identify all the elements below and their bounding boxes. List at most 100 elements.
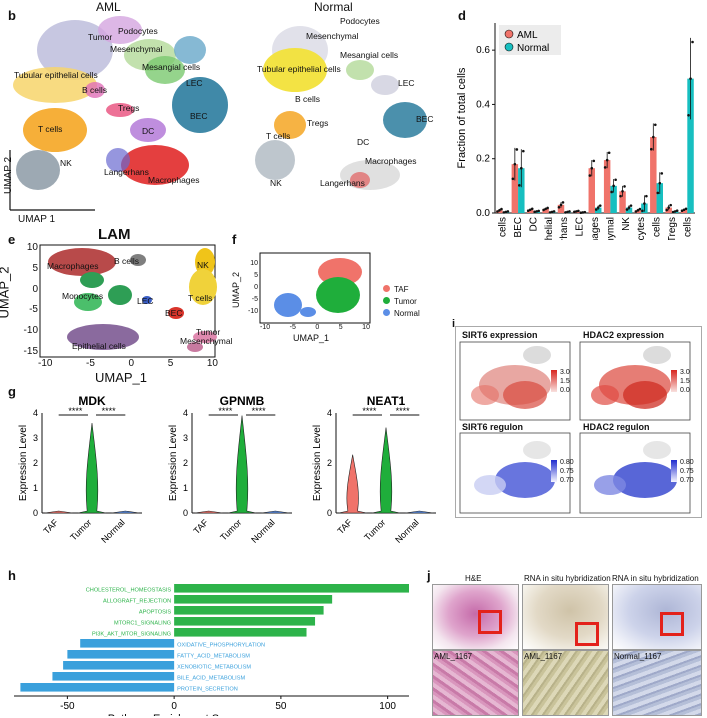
data-point (533, 210, 536, 214)
pathway-label: CHOLESTEROL_HOMEOSTASIS (86, 588, 172, 594)
data-point (544, 207, 547, 211)
aml-label-podocytes: Podocytes (118, 26, 158, 36)
data-point (575, 210, 578, 213)
tick: 0 (128, 358, 135, 369)
violin-y-tick: 0 (183, 508, 188, 518)
legend-tumor: Tumor (383, 296, 420, 308)
data-point (498, 208, 501, 212)
lam-xticks: -10 -5 0 5 10 (38, 358, 218, 369)
panel-b-label: b (8, 8, 16, 23)
data-point (502, 211, 506, 214)
umap1-label: UMAP 1 (18, 214, 56, 225)
bar-aml (680, 209, 688, 213)
tick: 5 (167, 358, 174, 369)
data-point (654, 123, 657, 127)
data-point (568, 210, 571, 213)
x-tick-label: Tregs (667, 217, 678, 240)
hdac2-expr-scale: 3.0 1.5 0.0 (680, 368, 690, 395)
bar-normal (595, 207, 602, 213)
aml-label-tcells: T cells (38, 124, 63, 134)
bar-normal (656, 183, 663, 213)
scale-tick: 0.70 (560, 477, 574, 484)
pathway-label: ALLOGRAFT_REJECTION (103, 599, 171, 605)
scale-tick: 0.70 (680, 477, 694, 484)
tick: 10 (362, 324, 370, 331)
data-point (667, 206, 670, 209)
data-point (684, 207, 688, 211)
tick: 10 (26, 242, 38, 253)
hdac2-reg-scale: 0.80 0.75 0.70 (680, 458, 694, 485)
pathway-bar-chart: -50 0 50 100 Pathway Enrichment Score CHOLEST… (14, 584, 409, 716)
data-point (566, 210, 569, 214)
violin-tumor (227, 415, 257, 514)
tick: -5 (289, 324, 296, 331)
violin-gene-title: GPNMB (220, 395, 265, 408)
data-point (515, 148, 519, 151)
ish-normal-roi-box (660, 612, 684, 636)
data-point (588, 174, 592, 177)
tick: 10 (250, 260, 258, 267)
tick: -10 (248, 308, 259, 315)
lam-label-mesenchymal: Mesenchymal (180, 336, 233, 346)
legend-taf: TAF (383, 284, 420, 296)
data-point (598, 204, 602, 207)
violin-tumor (371, 427, 401, 514)
data-point (623, 185, 626, 188)
sig-label: **** (396, 406, 411, 416)
violin-y-tick: 3 (33, 433, 38, 443)
x-tick-label: 50 (275, 701, 287, 712)
data-point (546, 206, 549, 210)
lam-title: LAM (98, 226, 131, 243)
data-point (535, 210, 538, 213)
data-point (603, 166, 607, 169)
taf-ylabel: UMAP_2 (231, 271, 242, 309)
normal-label-langerhans: Langerhans (320, 178, 365, 188)
tick: -10 (38, 358, 53, 369)
tick: -15 (23, 345, 38, 357)
aml-label-tumor: Tumor (88, 32, 113, 42)
panel-i-label: i (452, 318, 456, 330)
violin-y-tick: 2 (183, 458, 188, 468)
lam-label-epithelial: Epithelial cells (72, 341, 126, 351)
aml-title: AML (96, 0, 121, 14)
x-tick-label: 0 (171, 701, 177, 712)
sirt6-expr-title: SIRT6 expression (462, 330, 538, 340)
violin-tumor (77, 422, 107, 514)
pathway-label: PROTEIN_SECRETION (177, 687, 238, 693)
data-point (671, 210, 675, 214)
data-point (638, 207, 642, 211)
violin-taf (44, 510, 73, 514)
scale-tick: 0.80 (560, 459, 574, 466)
data-point (504, 210, 508, 214)
sirt6-reg-title: SIRT6 regulon (462, 422, 524, 432)
x-tick-label: B cells (498, 217, 509, 240)
ish-normal-zoom-label: Normal_1167 (614, 652, 662, 661)
violin-y-tick: 4 (183, 408, 188, 418)
bar-aml (557, 204, 565, 213)
y-tick-label: 0.6 (476, 45, 490, 56)
tick: 0 (32, 283, 38, 295)
scale-tick: 3.0 (680, 369, 690, 376)
data-point (550, 210, 554, 214)
sig-label: **** (218, 406, 233, 416)
tick: -5 (251, 296, 258, 303)
pathway-bar (52, 672, 175, 681)
aml-label-mesenchymal: Mesenchymal (110, 44, 163, 54)
panel-e-label: e (8, 232, 16, 247)
data-point (634, 210, 638, 213)
sirt6-reg-scale: 0.80 0.75 0.70 (560, 458, 574, 485)
bar-normal (518, 168, 525, 213)
data-point (658, 181, 662, 185)
ish-title-1: RNA in situ hybridization (524, 574, 611, 583)
pathway-label: XENOBIOTIC_METABOLISM (177, 665, 251, 671)
taf-xlabel: UMAP_1 (293, 333, 330, 343)
data-point (625, 208, 629, 211)
data-point (669, 203, 672, 207)
pathway-label: FATTY_ACID_METABOLISM (177, 654, 250, 660)
data-point (526, 209, 530, 213)
umap2-label: UMAP 2 (3, 156, 15, 195)
data-point (636, 208, 640, 212)
lam-label-lec: LEC (137, 296, 154, 306)
normal-label-tubular: Tubular epithelial cells (257, 64, 341, 74)
ish-aml-zoom (522, 650, 609, 716)
